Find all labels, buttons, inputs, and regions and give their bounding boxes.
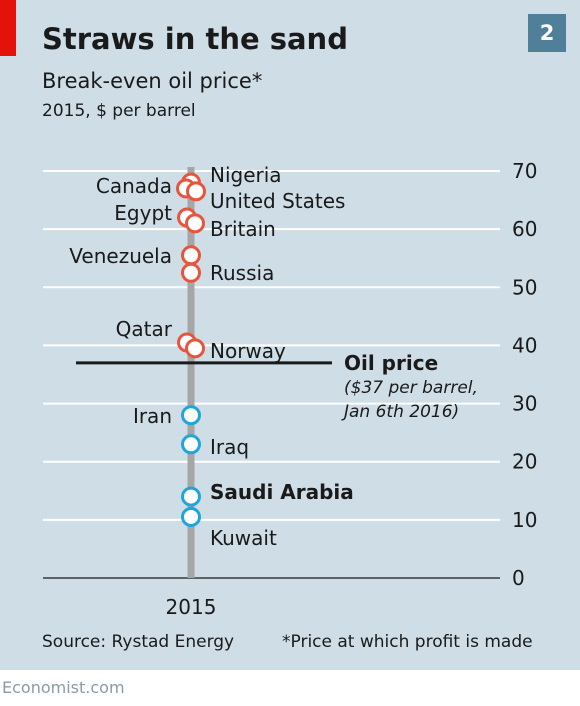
data-point	[181, 405, 201, 426]
y-tick-label: 70	[512, 159, 537, 183]
dot-plot: 0 10 20 30 40 50 60 70 2015 Oil price ($37 per bar…	[43, 159, 537, 619]
oil-price-note: Jan 6th 2016)	[341, 402, 459, 422]
data-point	[185, 338, 205, 359]
y-tick-label: 40	[512, 333, 537, 357]
data-label: Iraq	[210, 435, 249, 459]
y-tick-label: 50	[512, 275, 537, 299]
chart-panel	[0, 0, 580, 670]
oil-price-note: ($37 per barrel,	[344, 378, 478, 398]
data-point	[181, 506, 201, 527]
brand-mark: Economist.com	[2, 678, 125, 697]
data-label: United States	[210, 189, 345, 213]
data-label: Britain	[210, 217, 276, 241]
y-tick-label: 10	[512, 508, 537, 532]
footnote: *Price at which profit is made	[282, 632, 533, 652]
data-label: Qatar	[116, 317, 173, 341]
x-tick-label: 2015	[166, 595, 217, 619]
data-point	[181, 262, 201, 283]
y-tick-label: 60	[512, 217, 537, 241]
data-label: Venezuela	[69, 244, 172, 268]
chart-title: Straws in the sand	[42, 22, 348, 56]
data-label: Saudi Arabia	[210, 480, 354, 504]
data-label: Norway	[210, 339, 286, 363]
source-note: Source: Rystad Energy	[42, 632, 235, 652]
data-label: Egypt	[114, 201, 172, 225]
chart-number-badge: 2	[528, 14, 566, 52]
y-tick-label: 0	[512, 566, 525, 590]
oil-price-label: Oil price	[344, 351, 438, 375]
chart-subtitle: Break-even oil price*	[42, 69, 263, 93]
data-point	[181, 245, 201, 266]
data-label: Iran	[133, 404, 172, 428]
data-label: Russia	[210, 261, 274, 285]
y-tick-label: 30	[512, 392, 537, 416]
data-label: Kuwait	[210, 526, 277, 550]
data-point	[185, 213, 205, 234]
data-label: Canada	[96, 174, 172, 198]
data-point	[181, 434, 201, 455]
chart-units: 2015, $ per barrel	[42, 101, 196, 121]
y-tick-label: 20	[512, 450, 537, 474]
data-label: Nigeria	[210, 163, 282, 187]
data-point	[186, 181, 206, 202]
brand-red-tag	[0, 0, 16, 56]
data-point	[181, 486, 201, 507]
